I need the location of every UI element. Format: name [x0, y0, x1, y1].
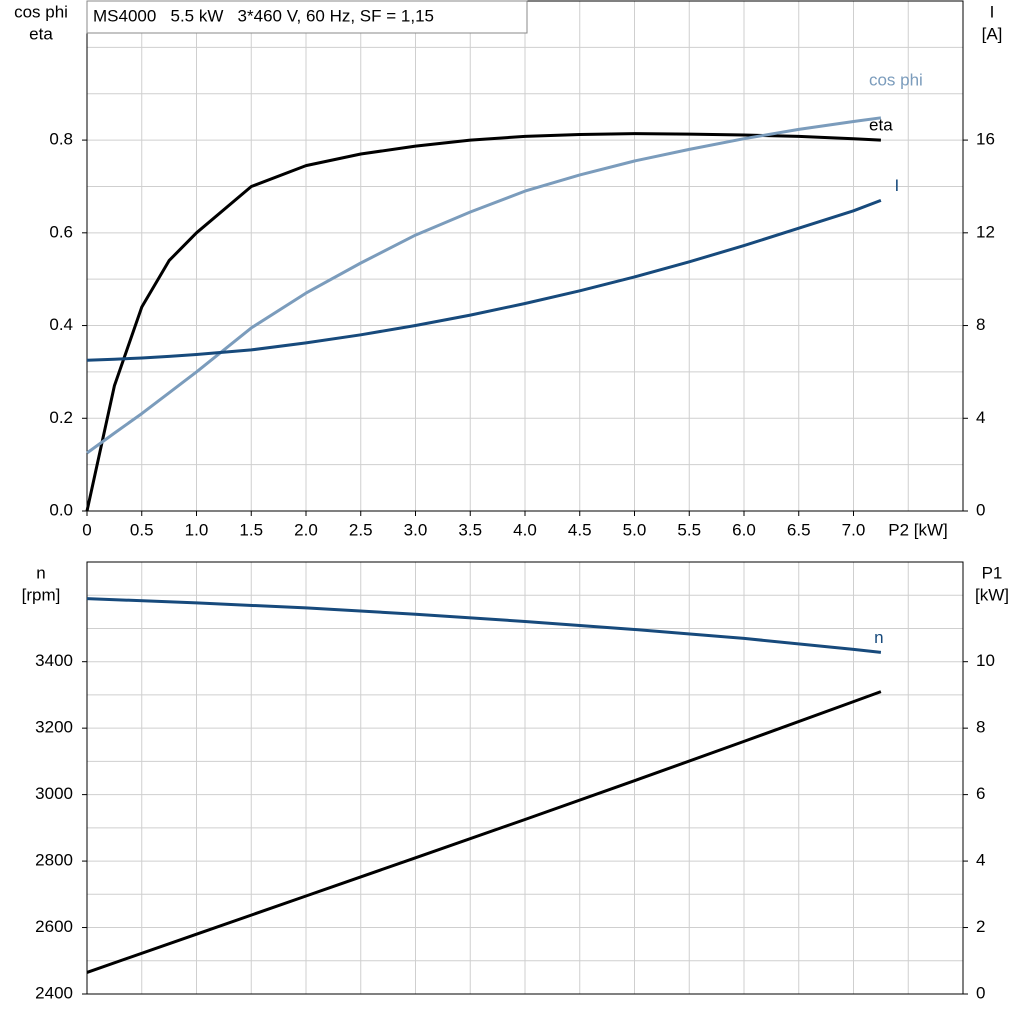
y2-tick-label: 8 [976, 718, 985, 737]
y-tick-label: 0.8 [49, 130, 73, 149]
y-tick-label: 3000 [35, 784, 73, 803]
y-axis-label: [rpm] [22, 585, 61, 604]
y-axis-label: eta [29, 24, 53, 43]
y-tick-label: 0.4 [49, 315, 73, 334]
y2-tick-label: 2 [976, 917, 985, 936]
y-tick-label: 0.0 [49, 500, 73, 519]
y2-tick-label: 12 [976, 222, 995, 241]
x-tick-label: 0 [82, 520, 91, 539]
plot-frame [86, 561, 964, 995]
x-tick-label: 5.5 [677, 520, 701, 539]
y-axis-label: n [36, 563, 45, 582]
series-line [86, 198, 882, 362]
y2-tick-label: 6 [976, 784, 985, 803]
series-label: I [895, 176, 900, 195]
y-tick-label: 3200 [35, 718, 73, 737]
y-tick-label: 2600 [35, 917, 73, 936]
x-tick-label: 0.5 [130, 520, 154, 539]
x-tick-label: 2.5 [349, 520, 373, 539]
y2-tick-label: 8 [976, 315, 985, 334]
y2-tick-label: 4 [976, 408, 985, 427]
x-tick-label: 3.0 [404, 520, 428, 539]
y2-tick-label: 0 [976, 983, 985, 1002]
x-tick-label: 3.5 [458, 520, 482, 539]
x-tick-label: 2.0 [294, 520, 318, 539]
series-line [86, 690, 882, 974]
y-tick-label: 3400 [35, 651, 73, 670]
y2-tick-label: 10 [976, 651, 995, 670]
y2-axis-label: [kW] [975, 585, 1009, 604]
y-tick-label: 0.6 [49, 222, 73, 241]
series-line [85, 132, 881, 512]
series-label: cos phi [869, 70, 923, 89]
x-tick-label: 6.5 [787, 520, 811, 539]
series-line [86, 597, 882, 654]
x-tick-label: 5.0 [623, 520, 647, 539]
series-label: eta [869, 116, 893, 135]
x-tick-label: 1.5 [239, 520, 263, 539]
chart-title: MS4000 5.5 kW 3*460 V, 60 Hz, SF = 1,15 [93, 6, 434, 25]
y2-tick-label: 16 [976, 130, 995, 149]
y-axis-label: cos phi [14, 2, 68, 21]
y2-axis-label: I [990, 2, 995, 21]
y2-tick-label: 4 [976, 851, 985, 870]
y-tick-label: 2400 [35, 983, 73, 1002]
title-box [86, 0, 528, 34]
series-label: n [874, 628, 883, 647]
y2-axis-label: [A] [982, 24, 1003, 43]
y2-axis-label: P1 [982, 563, 1003, 582]
y2-tick-label: 0 [976, 500, 985, 519]
x-tick-label: 6.0 [732, 520, 756, 539]
x-axis-label: P2 [kW] [888, 520, 948, 539]
x-tick-label: 1.0 [185, 520, 209, 539]
y-tick-label: 0.2 [49, 408, 73, 427]
x-tick-label: 4.5 [568, 520, 592, 539]
x-tick-label: 7.0 [842, 520, 866, 539]
series-line [86, 116, 882, 455]
y-tick-label: 2800 [35, 851, 73, 870]
x-tick-label: 4.0 [513, 520, 537, 539]
